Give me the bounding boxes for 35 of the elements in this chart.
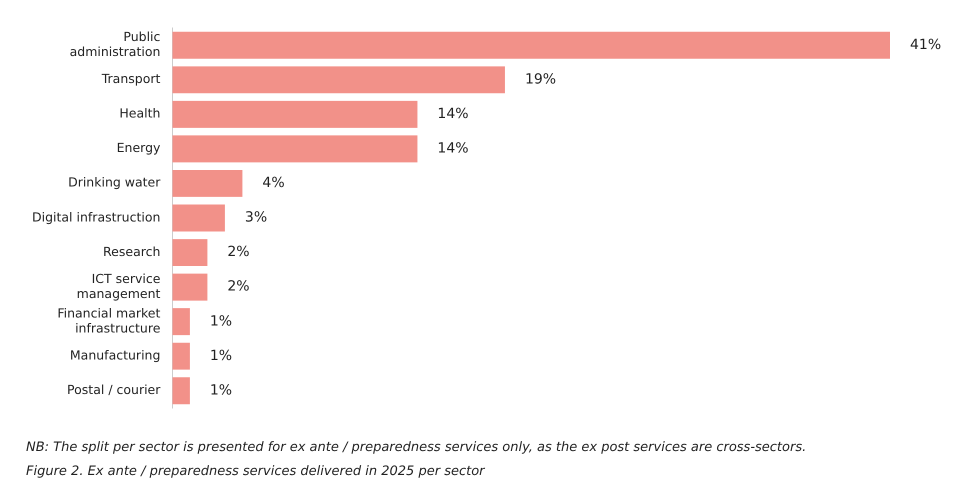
y-tick-label: Energy <box>116 140 161 156</box>
data-label: 1% <box>210 313 232 330</box>
y-tick-label: Public administration <box>70 29 161 60</box>
bar <box>172 377 190 404</box>
data-label: 4% <box>262 175 285 192</box>
y-tick-label: Research <box>103 244 160 259</box>
data-label: 1% <box>210 382 232 398</box>
data-label: 19% <box>524 71 556 88</box>
bar <box>172 66 505 94</box>
data-label: 1% <box>210 348 232 364</box>
y-tick-label: Drinking water <box>68 174 162 190</box>
bar <box>172 170 242 197</box>
data-label: 2% <box>227 278 250 295</box>
y-tick-label: Postal / courier <box>67 382 162 397</box>
bar <box>172 135 418 162</box>
y-tick-label: Digital infrastruction <box>32 209 160 224</box>
bar <box>172 239 208 266</box>
data-label: 2% <box>227 244 250 260</box>
bar <box>172 308 190 336</box>
data-label: 14% <box>437 106 469 122</box>
data-label: 3% <box>244 210 268 226</box>
caption: Figure 2. Ex ante / preparedness services delivered in 2025 per sector <box>26 464 486 479</box>
bar <box>172 204 225 232</box>
y-tick-label: Financial market infrastructure <box>57 305 161 336</box>
data-label: 41% <box>910 36 942 53</box>
data-label: 14% <box>437 140 469 157</box>
bar <box>172 342 190 370</box>
y-tick-label: Transport <box>100 71 160 86</box>
bar <box>172 274 208 301</box>
text: NB: The split per sector is presented for ex ante / preparedness services only, as the ex post services are cross-sectors. <box>26 440 806 455</box>
y-tick-label: ICT service management <box>76 270 161 301</box>
y-tick-label: Health <box>119 106 160 121</box>
bar <box>172 100 418 128</box>
y-tick-label: Manufacturing <box>70 347 160 362</box>
bar <box>172 32 890 59</box>
